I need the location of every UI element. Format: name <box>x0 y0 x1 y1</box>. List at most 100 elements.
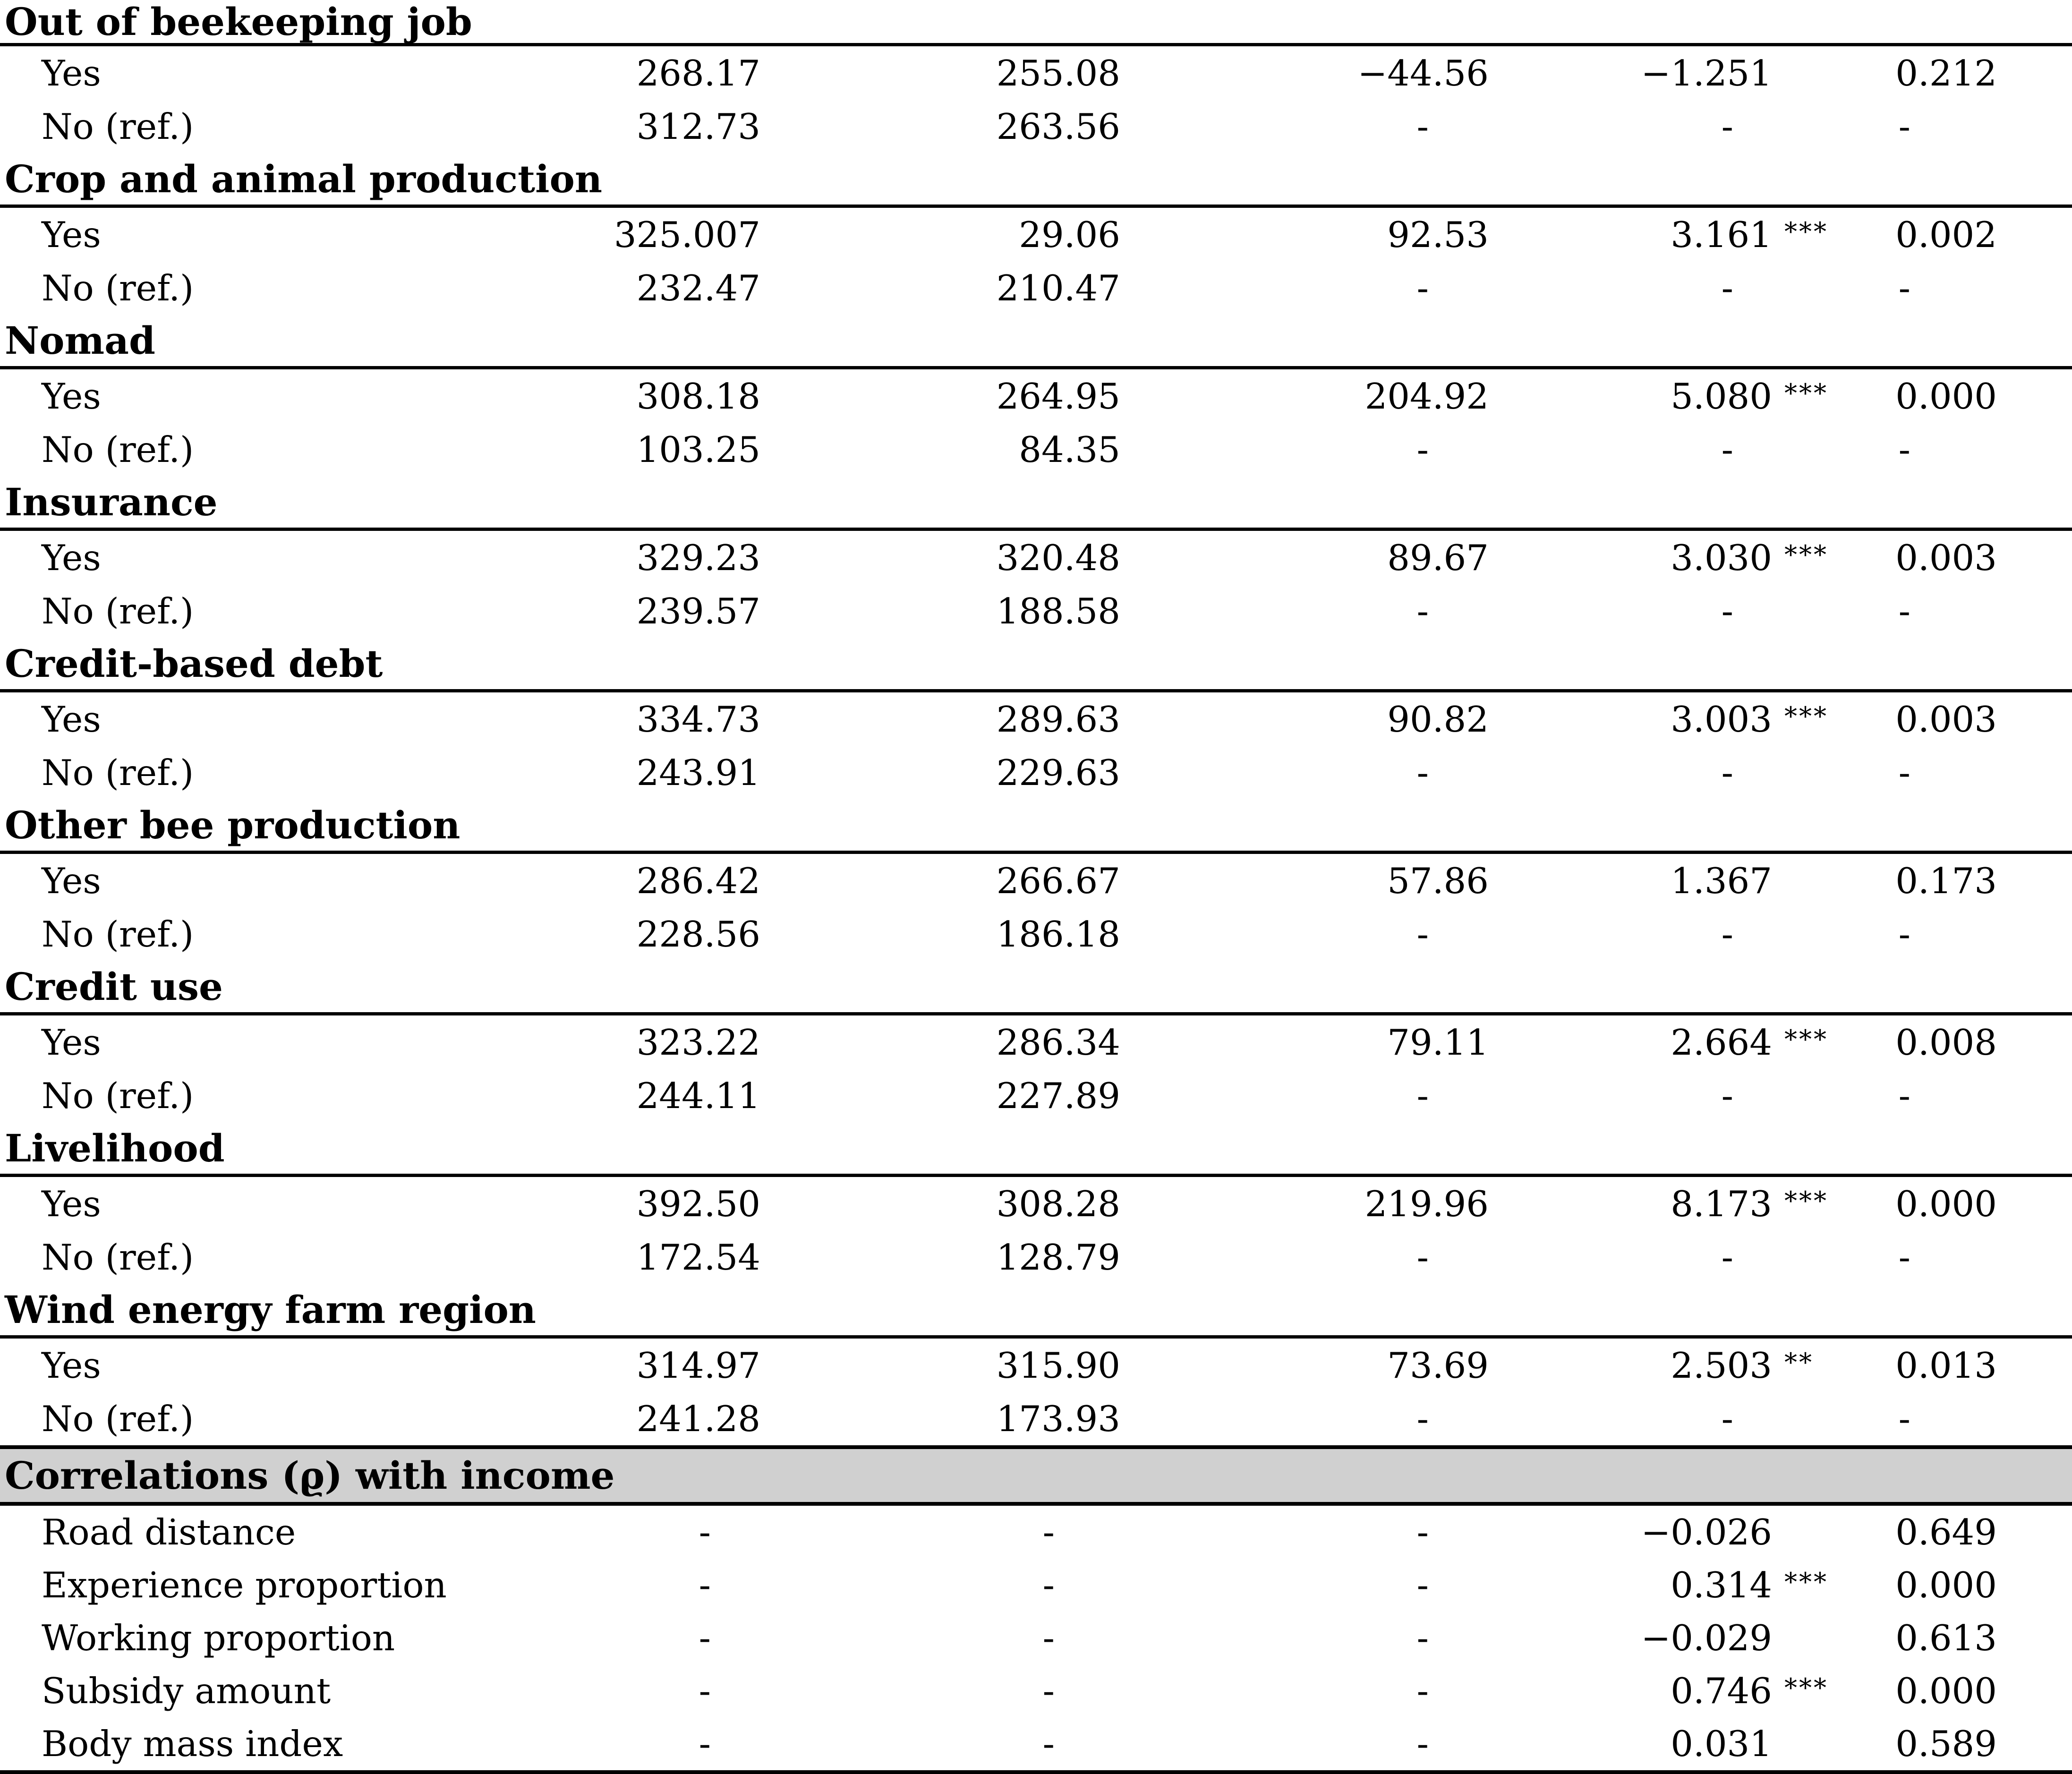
statistic-value: - <box>1721 1398 1733 1440</box>
value-cell-col2: - <box>1042 1511 1055 1553</box>
row-label: No (ref.) <box>42 267 194 309</box>
section-header-label: Livelihood <box>5 1126 225 1170</box>
row-label: Yes <box>42 860 101 902</box>
row-label: Yes <box>42 698 101 740</box>
value-cell-col5: 0.008 <box>1895 1021 1997 1063</box>
table-row: Yes 392.50 308.28 219.96 8.173 *** 0.000 <box>0 1177 2072 1230</box>
statistic-value: −0.026 <box>1641 1511 1772 1553</box>
value-cell-col2: 227.89 <box>996 1075 1120 1117</box>
table-row: No (ref.) 232.47 210.47 - - - <box>0 261 2072 315</box>
value-cell-col3: 204.92 <box>1364 375 1489 417</box>
table-row: Yes 286.42 266.67 57.86 1.367 0.173 <box>0 854 2072 907</box>
value-cell-col4: 1.367 <box>1489 860 1852 902</box>
statistic-value: 2.503 <box>1671 1344 1772 1386</box>
value-cell-col4: 0.314 *** <box>1489 1564 1852 1606</box>
value-cell-col5: - <box>1898 1075 1910 1117</box>
statistic-value: 3.161 <box>1671 213 1772 256</box>
value-cell-col1: 243.91 <box>636 751 760 793</box>
value-cell-col4: - <box>1489 1398 1852 1440</box>
value-cell-col4: 0.746 *** <box>1489 1670 1852 1712</box>
value-cell-col2: 29.06 <box>1019 213 1120 256</box>
value-cell-col1: 228.56 <box>636 913 760 955</box>
value-cell-col2: 264.95 <box>996 375 1120 417</box>
value-cell-col4: 3.003 *** <box>1489 699 1852 740</box>
value-cell-col2: 289.63 <box>996 698 1120 740</box>
significance-stars: *** <box>1784 378 1828 408</box>
value-cell-col4: 0.031 <box>1489 1723 1852 1765</box>
value-cell-col1: 312.73 <box>636 105 760 147</box>
row-label: No (ref.) <box>42 913 194 955</box>
value-cell-col1: 314.97 <box>636 1344 760 1386</box>
row-label: Experience proportion <box>42 1564 447 1606</box>
value-cell-col1: 232.47 <box>636 267 760 309</box>
value-cell-col2: 266.67 <box>996 860 1120 902</box>
value-cell-col5: 0.212 <box>1895 52 1997 94</box>
value-cell-col1: 244.11 <box>636 1075 760 1117</box>
value-cell-col2: 263.56 <box>996 105 1120 147</box>
statistic-value: 3.003 <box>1671 698 1772 740</box>
value-cell-col2: 255.08 <box>996 52 1120 94</box>
value-cell-col1: 325.007 <box>614 213 760 256</box>
value-cell-col4: - <box>1489 752 1852 793</box>
row-label: Yes <box>42 1183 101 1225</box>
row-label: No (ref.) <box>42 428 194 470</box>
value-cell-col3: 92.53 <box>1387 213 1489 256</box>
table-row: Yes 334.73 289.63 90.82 3.003 *** 0.003 <box>0 692 2072 746</box>
value-cell-col3: - <box>1416 1670 1429 1712</box>
value-cell-col3: - <box>1416 1236 1429 1278</box>
section-header-label: Credit-based debt <box>5 641 383 686</box>
table-row: No (ref.) 244.11 227.89 - - - <box>0 1069 2072 1122</box>
section-header: Credit use <box>0 961 2072 1015</box>
value-cell-col4: 5.080 *** <box>1489 375 1852 417</box>
table-row: No (ref.) 239.57 188.58 - - - <box>0 584 2072 638</box>
value-cell-col1: 392.50 <box>636 1183 760 1225</box>
value-cell-col3: −44.56 <box>1357 52 1489 94</box>
significance-stars: *** <box>1784 539 1828 570</box>
value-cell-col4: - <box>1489 106 1852 147</box>
value-cell-col1: 334.73 <box>636 698 760 740</box>
value-cell-col5: 0.002 <box>1895 213 1997 256</box>
value-cell-col4: - <box>1489 913 1852 955</box>
row-label: No (ref.) <box>42 1398 194 1440</box>
value-cell-col3: - <box>1416 1075 1429 1117</box>
significance-stars: ** <box>1784 1347 1814 1377</box>
row-label: Road distance <box>42 1511 296 1553</box>
value-cell-col2: 286.34 <box>996 1021 1120 1063</box>
value-cell-col1: - <box>699 1511 711 1553</box>
value-cell-col4: −0.026 <box>1489 1511 1852 1553</box>
section-header-label: Wind energy farm region <box>5 1287 536 1332</box>
value-cell-col5: 0.173 <box>1895 860 1997 902</box>
value-cell-col3: - <box>1416 1511 1429 1553</box>
value-cell-col3: 57.86 <box>1387 860 1489 902</box>
value-cell-col2: - <box>1042 1617 1055 1659</box>
table-row: No (ref.) 172.54 128.79 - - - <box>0 1230 2072 1284</box>
value-cell-col5: 0.000 <box>1895 1670 1997 1712</box>
value-cell-col1: 241.28 <box>636 1398 760 1440</box>
statistic-value: −0.029 <box>1641 1617 1772 1659</box>
value-cell-col3: - <box>1416 913 1429 955</box>
value-cell-col3: 79.11 <box>1387 1021 1489 1063</box>
section-header: Crop and animal production <box>0 153 2072 208</box>
value-cell-col2: 188.58 <box>996 590 1120 632</box>
table-row: Experience proportion - - - 0.314 *** 0.0… <box>0 1559 2072 1612</box>
value-cell-col5: 0.613 <box>1895 1617 1997 1659</box>
significance-stars: *** <box>1784 1673 1828 1703</box>
statistic-value: 2.664 <box>1671 1021 1772 1063</box>
table-row: Body mass index - - - 0.031 0.589 <box>0 1717 2072 1770</box>
value-cell-col3: - <box>1416 1564 1429 1606</box>
statistic-value: 1.367 <box>1671 860 1772 902</box>
row-label: No (ref.) <box>42 751 194 793</box>
value-cell-col2: 308.28 <box>996 1183 1120 1225</box>
value-cell-col2: - <box>1042 1670 1055 1712</box>
value-cell-col1: 329.23 <box>636 537 760 579</box>
section-header-label: Crop and animal production <box>5 156 602 201</box>
table-bottom-rule <box>0 1770 2072 1774</box>
value-cell-col5: 0.000 <box>1895 375 1997 417</box>
table-row: Yes 268.17 255.08 −44.56 −1.251 0.212 <box>0 46 2072 100</box>
table-row: Yes 325.007 29.06 92.53 3.161 *** 0.002 <box>0 208 2072 261</box>
value-cell-col3: - <box>1416 1398 1429 1440</box>
value-cell-col3: 219.96 <box>1364 1183 1489 1225</box>
value-cell-col5: 0.000 <box>1895 1183 1997 1225</box>
value-cell-col3: - <box>1416 590 1429 632</box>
significance-stars: *** <box>1784 701 1828 731</box>
